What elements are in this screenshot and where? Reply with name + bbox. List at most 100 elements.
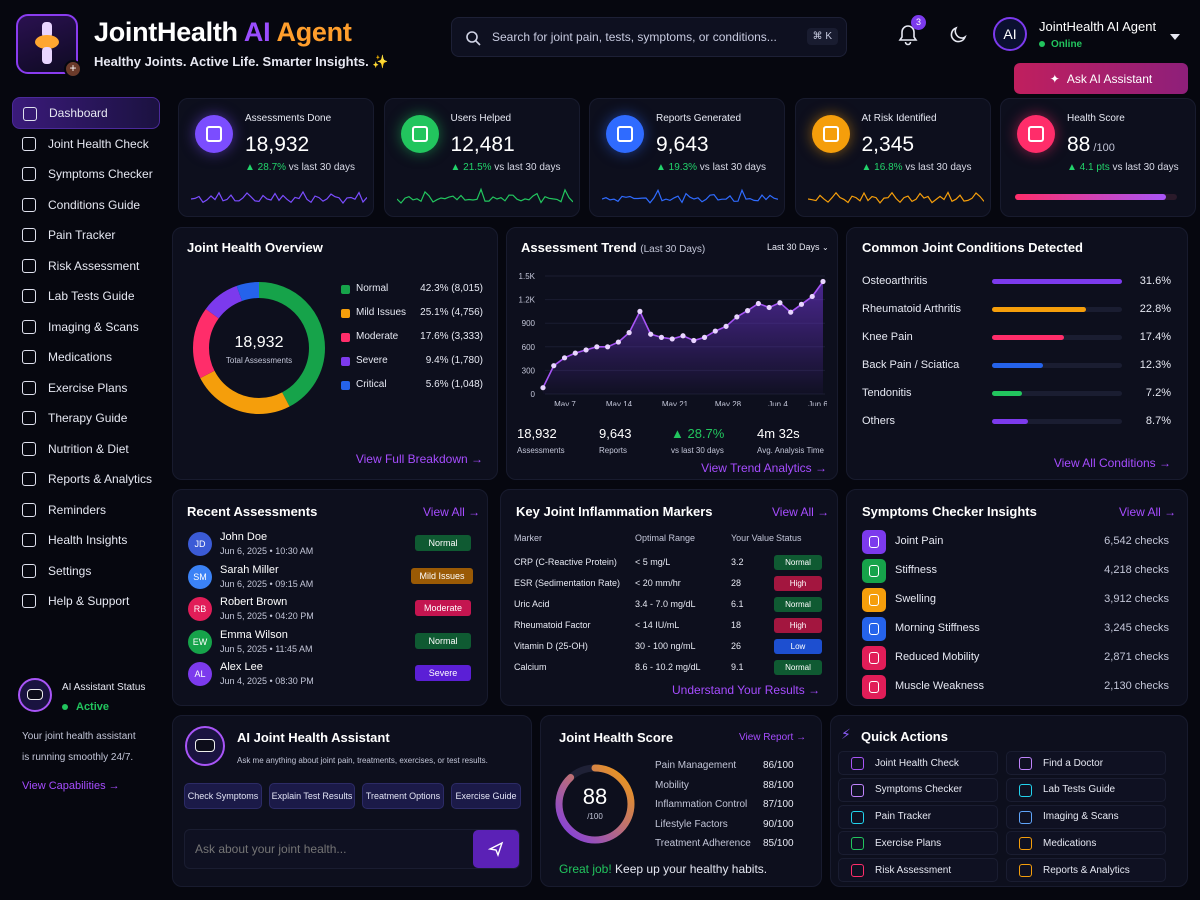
- sidebar-item-label: Settings: [48, 563, 92, 578]
- quick-action-joint-health-check[interactable]: Joint Health Check: [838, 751, 998, 775]
- sidebar-item-medications[interactable]: Medications: [12, 341, 160, 373]
- symptom-count: 6,542 checks: [1104, 535, 1169, 547]
- app-logo: +: [16, 14, 82, 78]
- ask-ai-button[interactable]: ✦ Ask AI Assistant: [1014, 63, 1188, 94]
- assistant-input-box[interactable]: [184, 829, 520, 869]
- symptom-row[interactable]: Swelling 3,912 checks: [847, 588, 1189, 612]
- user-avatar[interactable]: AI: [993, 17, 1027, 51]
- assessment-trend-card: Assessment Trend (Last 30 Days) Last 30 …: [506, 227, 838, 480]
- recent-row[interactable]: EW Emma Wilson Jun 5, 2025 • 11:45 AM Norma…: [173, 628, 489, 658]
- recent-date: Jun 5, 2025 • 11:45 AM: [220, 643, 313, 654]
- quick-action-risk-assessment[interactable]: Risk Assessment: [838, 858, 998, 883]
- trend-range-select[interactable]: Last 30 Days ⌄: [767, 242, 829, 252]
- chip-exercise-guide[interactable]: Exercise Guide: [451, 783, 521, 809]
- walk-icon: [862, 646, 886, 670]
- sidebar-item-dashboard[interactable]: Dashboard: [12, 97, 160, 129]
- sidebar-item-symptoms-checker[interactable]: Symptoms Checker: [12, 158, 160, 190]
- quick-action-symptoms-checker[interactable]: Symptoms Checker: [838, 777, 998, 802]
- score-item-value: 86/100: [763, 760, 794, 771]
- recent-row[interactable]: SM Sarah Miller Jun 6, 2025 • 09:15 AM Mild…: [173, 563, 489, 593]
- recent-name: Robert Brown: [220, 596, 288, 608]
- recent-row[interactable]: JD John Doe Jun 6, 2025 • 10:30 AM Normal: [173, 530, 489, 560]
- assistant-input[interactable]: [195, 830, 465, 868]
- quick-action-reports-analytics[interactable]: Reports & Analytics: [1006, 858, 1166, 883]
- recent-row[interactable]: AL Alex Lee Jun 4, 2025 • 08:30 PM Severe: [173, 660, 489, 690]
- sidebar-item-reports-analytics[interactable]: Reports & Analytics: [12, 463, 160, 495]
- alert-icon: [22, 258, 36, 273]
- symptom-label: Joint Pain: [895, 535, 944, 547]
- assistant-status-text-1: Your joint health assistant: [22, 731, 136, 742]
- marker-status-badge: Normal: [774, 597, 822, 612]
- notifications-button[interactable]: 3: [898, 15, 926, 48]
- recent-date: Jun 6, 2025 • 09:15 AM: [220, 578, 314, 589]
- stat-card-at-risk-identified: At Risk Identified 2,345 ▲ 16.8% vs last 3…: [794, 98, 991, 217]
- sidebar-item-pain-tracker[interactable]: Pain Tracker: [12, 219, 160, 251]
- active-dot-icon: [62, 704, 68, 710]
- brand-title: JointHealth AI Agent: [94, 17, 352, 48]
- sidebar-item-joint-health-check[interactable]: Joint Health Check: [12, 128, 160, 160]
- understand-results-link[interactable]: Understand Your Results →: [672, 683, 821, 697]
- symptom-row[interactable]: Joint Pain 6,542 checks: [847, 530, 1189, 554]
- send-button[interactable]: [473, 830, 519, 868]
- theme-toggle[interactable]: [948, 25, 970, 47]
- chip-check-symptoms[interactable]: Check Symptoms: [184, 783, 262, 809]
- markers-column-header: Marker: [514, 533, 543, 543]
- stat-change-value: ▲ 19.3%: [656, 162, 698, 173]
- health-score-bar-fill: [1015, 194, 1166, 200]
- recent-row[interactable]: RB Robert Brown Jun 5, 2025 • 04:20 PM Mode…: [173, 595, 489, 625]
- sidebar-item-settings[interactable]: Settings: [12, 555, 160, 587]
- symptom-row[interactable]: Morning Stiffness 3,245 checks: [847, 617, 1189, 641]
- symptom-row[interactable]: Stiffness 4,218 checks: [847, 559, 1189, 583]
- symptom-row[interactable]: Muscle Weakness 2,130 checks: [847, 675, 1189, 699]
- stat-value-number: 12,481: [450, 133, 515, 156]
- recent-view-all-link[interactable]: View All →: [423, 505, 481, 519]
- view-all-conditions-link[interactable]: View All Conditions →: [1053, 456, 1171, 470]
- quick-action-medications[interactable]: Medications: [1006, 831, 1166, 856]
- view-full-breakdown-link[interactable]: View Full Breakdown →: [355, 452, 483, 466]
- sidebar-item-imaging-scans[interactable]: Imaging & Scans: [12, 311, 160, 343]
- sidebar-item-therapy-guide[interactable]: Therapy Guide: [12, 402, 160, 434]
- view-trend-analytics-link[interactable]: View Trend Analytics →: [701, 461, 827, 475]
- quick-action-find-a-doctor[interactable]: Find a Doctor: [1006, 751, 1166, 775]
- quick-action-lab-tests-guide[interactable]: Lab Tests Guide: [1006, 777, 1166, 802]
- view-capabilities-link[interactable]: View Capabilities →: [22, 780, 120, 792]
- donut-center-label: Total Assessments: [225, 356, 293, 365]
- sidebar-item-conditions-guide[interactable]: Conditions Guide: [12, 189, 160, 221]
- moon-icon: [950, 26, 967, 43]
- condition-label: Others: [862, 415, 896, 427]
- score-item-label: Mobility: [655, 779, 689, 791]
- chip-explain-test-results[interactable]: Explain Test Results: [269, 783, 355, 809]
- warning-icon: [811, 115, 850, 153]
- quick-action-pain-tracker[interactable]: Pain Tracker: [838, 804, 998, 829]
- trend-stat-value: 9,643: [599, 426, 632, 441]
- search-box[interactable]: ⌘ K: [451, 17, 847, 57]
- chip-treatment-options[interactable]: Treatment Options: [362, 783, 444, 809]
- stat-label: Assessments Done: [245, 113, 332, 124]
- sidebar-item-exercise-plans[interactable]: Exercise Plans: [12, 372, 160, 404]
- sidebar-item-reminders[interactable]: Reminders: [12, 494, 160, 526]
- trend-point: [798, 301, 805, 307]
- stat-change: ▲ 21.5% vs last 30 days: [451, 162, 561, 173]
- quick-action-icon: [1019, 837, 1032, 851]
- sidebar-item-risk-assessment[interactable]: Risk Assessment: [12, 250, 160, 282]
- symptoms-view-all-link[interactable]: View All →: [1119, 505, 1177, 519]
- view-report-link[interactable]: View Report →: [739, 732, 807, 743]
- markers-view-all-link[interactable]: View All →: [772, 505, 830, 519]
- symptom-row[interactable]: Reduced Mobility 2,871 checks: [847, 646, 1189, 670]
- sidebar-item-help-support[interactable]: Help & Support: [12, 585, 160, 617]
- user-menu-chevron-icon[interactable]: [1170, 34, 1180, 40]
- sidebar-item-lab-tests-guide[interactable]: Lab Tests Guide: [12, 280, 160, 312]
- stat-card-assessments-done: Assessments Done 18,932 ▲ 28.7% vs last 30…: [178, 98, 374, 217]
- sidebar-item-health-insights[interactable]: Health Insights: [12, 524, 160, 556]
- sidebar-item-nutrition-diet[interactable]: Nutrition & Diet: [12, 433, 160, 465]
- quick-action-exercise-plans[interactable]: Exercise Plans: [838, 831, 998, 856]
- search-input[interactable]: [492, 18, 792, 56]
- trend-point: [809, 293, 815, 300]
- quick-action-imaging-scans[interactable]: Imaging & Scans: [1006, 804, 1166, 829]
- recent-assessments-card: Recent Assessments View All → JD John Doe…: [172, 489, 488, 706]
- legend-label: Normal: [356, 283, 389, 294]
- markers-column-header: Optimal Range: [635, 533, 696, 543]
- quick-action-icon: [1019, 864, 1032, 878]
- trend-point: [777, 300, 783, 306]
- assistant-status-text-2: is running smoothly 24/7.: [22, 752, 134, 763]
